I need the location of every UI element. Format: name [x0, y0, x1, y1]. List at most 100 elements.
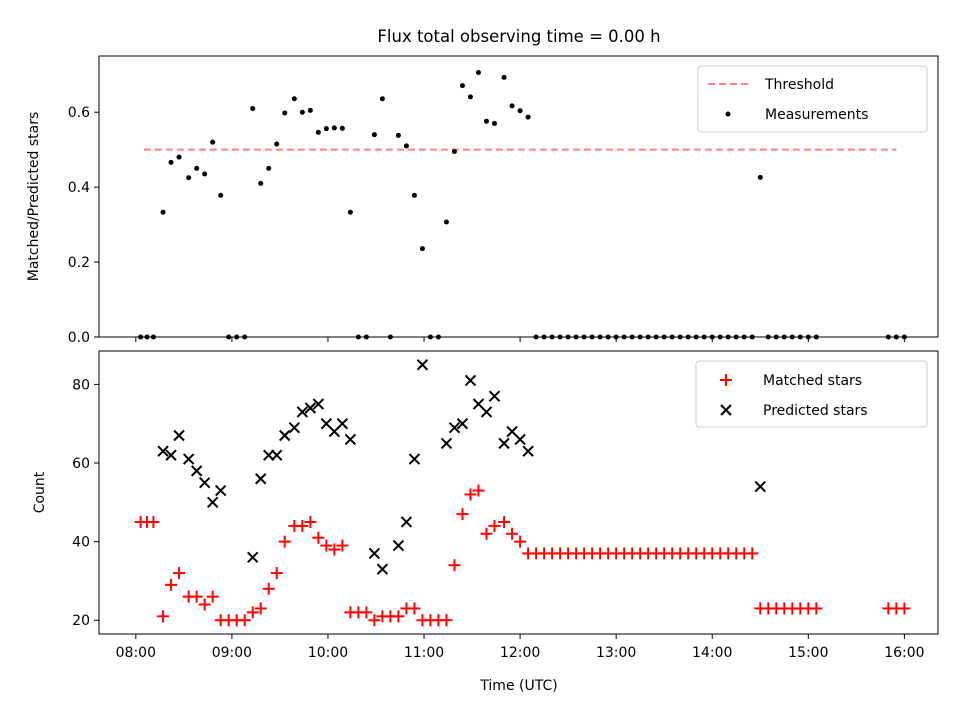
top-y-ticks: 0.0 0.2 0.4 0.6 — [68, 105, 99, 346]
measurement-point-48 — [525, 114, 531, 120]
bottom-legend: Matched stars Predicted stars — [695, 360, 928, 428]
matched-point-43 — [480, 527, 493, 540]
predicted-point-12 — [279, 429, 291, 442]
measurement-point-44 — [491, 120, 497, 126]
predicted-point-4 — [190, 465, 203, 477]
bottom-legend-box — [695, 360, 928, 428]
predicted-point-21 — [368, 547, 381, 560]
measurement-point-19 — [291, 96, 297, 102]
measurement-point-5 — [176, 154, 182, 160]
bottom-x-tick-label-4: 12:00 — [500, 645, 540, 661]
predicted-point-23 — [392, 539, 405, 552]
x-axis-label: Time (UTC) — [479, 678, 557, 694]
matched-point-40 — [456, 508, 469, 521]
matched-point-20 — [296, 519, 309, 532]
matched-point-45 — [498, 515, 511, 528]
predicted-point-13 — [288, 421, 301, 434]
chart-title: Flux total observing time = 0.00 h — [377, 27, 660, 46]
measurement-point-43 — [483, 118, 489, 124]
predicted-point-1 — [165, 449, 177, 461]
predicted-point-20 — [344, 433, 357, 446]
matched-point-14 — [246, 606, 259, 619]
bottom-plot-marks — [134, 359, 911, 627]
top-axes-frame — [98, 55, 939, 338]
top-legend: Threshold Measurements — [697, 65, 928, 133]
predicted-point-32 — [480, 406, 493, 418]
top-y-axis-label: Matched/Predicted stars — [26, 112, 42, 282]
bottom-x-tick-label-8: 16:00 — [884, 645, 924, 661]
bottom-x-tick-label-1: 09:00 — [212, 645, 252, 661]
measurement-point-42 — [475, 69, 481, 75]
predicted-point-24 — [400, 516, 413, 528]
measurement-point-23 — [323, 126, 329, 132]
measurement-point-39 — [451, 149, 457, 155]
measurement-point-20 — [299, 109, 305, 115]
top-panel: 0.0 0.2 0.4 0.6 Matched/Predicted stars Thr… — [26, 55, 939, 346]
matched-point-2 — [147, 515, 160, 528]
measurement-point-14 — [250, 105, 256, 111]
bottom-y-tick-label-2: 60 — [72, 456, 90, 472]
measurement-point-32 — [395, 132, 401, 138]
matched-point-21 — [304, 515, 317, 528]
measurement-point-4 — [168, 159, 174, 165]
measurement-point-46 — [509, 103, 515, 109]
matched-point-47 — [514, 535, 527, 548]
measurement-point-3 — [160, 209, 166, 215]
measurement-point-29 — [371, 132, 377, 138]
predicted-point-38 — [754, 480, 766, 493]
top-x-ticks — [135, 337, 905, 342]
measurement-point-25 — [339, 125, 345, 131]
matched-point-23 — [320, 539, 333, 552]
predicted-point-30 — [464, 374, 477, 387]
predicted-point-8 — [247, 551, 259, 564]
matched-point-22 — [312, 531, 325, 544]
matched-point-39 — [448, 559, 461, 572]
matched-point-25 — [336, 539, 349, 552]
predicted-point-36 — [514, 433, 526, 446]
matched-point-87 — [898, 602, 911, 615]
measurement-point-22 — [315, 129, 321, 135]
legend-measurements-swatch — [725, 111, 731, 117]
matched-point-44 — [488, 519, 501, 532]
predicted-point-27 — [440, 437, 453, 450]
matched-point-24 — [328, 543, 341, 556]
bottom-x-tick-label-0: 08:00 — [116, 645, 156, 661]
matched-point-38 — [440, 614, 453, 627]
top-y-tick-label-1: 0.2 — [68, 255, 90, 271]
legend-matched-label: Matched stars — [763, 373, 862, 389]
bottom-axes-frame — [98, 350, 939, 635]
predicted-point-29 — [456, 418, 469, 430]
legend-predicted-label: Predicted stars — [763, 403, 868, 419]
matched-point-29 — [368, 614, 381, 627]
measurement-point-8 — [202, 171, 208, 177]
measurement-point-40 — [459, 83, 465, 89]
bottom-x-tick-label-6: 14:00 — [692, 645, 732, 661]
matched-point-5 — [173, 567, 186, 580]
measurement-point-21 — [307, 107, 313, 113]
predicted-point-26 — [416, 359, 429, 371]
top-y-tick-label-3: 0.6 — [68, 105, 90, 121]
matched-point-16 — [262, 582, 275, 595]
measurement-point-38 — [443, 219, 449, 225]
matched-point-32 — [392, 610, 405, 623]
matched-point-76 — [746, 547, 759, 560]
bottom-y-axis-label: Count — [32, 471, 48, 513]
measurement-point-45 — [501, 74, 507, 80]
measurement-point-10 — [218, 192, 224, 198]
matched-point-41 — [464, 488, 477, 501]
top-legend-box — [697, 65, 928, 133]
predicted-point-2 — [173, 429, 185, 442]
measurement-point-33 — [403, 143, 409, 149]
predicted-point-33 — [488, 390, 501, 402]
bottom-x-tick-label-3: 11:00 — [404, 645, 444, 661]
predicted-point-7 — [214, 484, 227, 497]
measurement-point-24 — [331, 125, 337, 131]
predicted-point-5 — [198, 476, 211, 489]
matched-point-15 — [254, 602, 267, 615]
predicted-point-34 — [498, 437, 510, 450]
matched-point-17 — [270, 567, 283, 580]
bottom-y-tick-label-1: 40 — [72, 535, 90, 551]
predicted-point-37 — [522, 445, 534, 457]
matched-point-42 — [472, 484, 485, 497]
